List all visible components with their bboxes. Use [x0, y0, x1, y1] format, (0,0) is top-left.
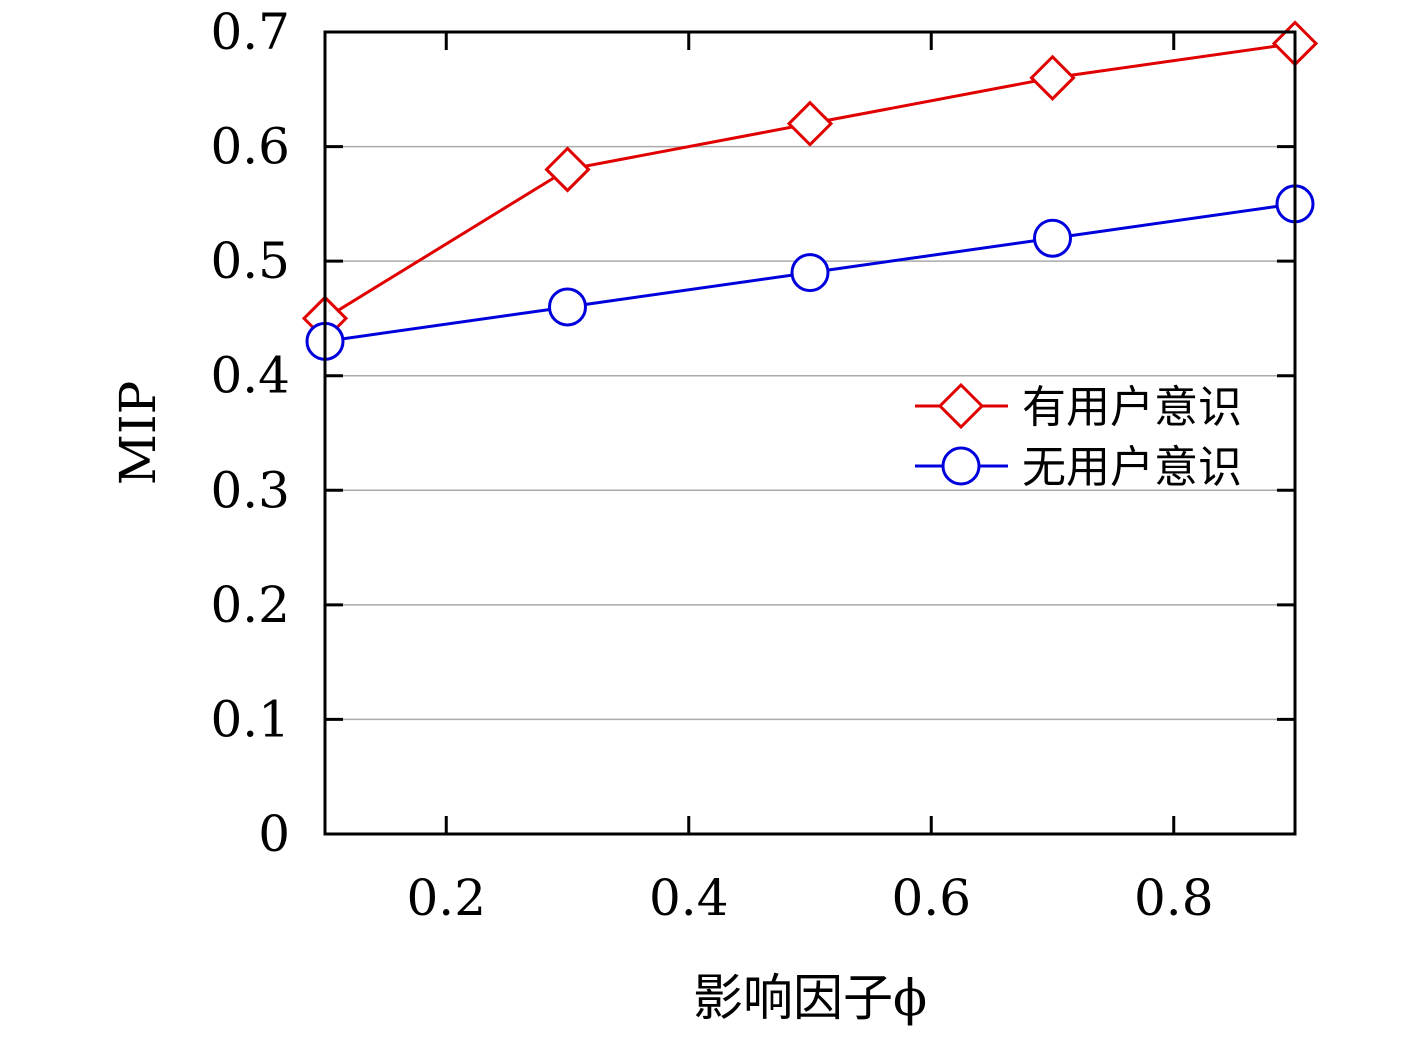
y-tick-label: 0.5 — [210, 232, 290, 290]
legend-entry-2: 无用户意识 — [915, 442, 1242, 493]
series-2 — [305, 184, 1315, 361]
y-tick-label: 0.7 — [210, 3, 290, 61]
plot-frame — [323, 30, 1297, 836]
data-point — [790, 253, 830, 293]
data-point — [544, 146, 591, 193]
legend-label: 无用户意识 — [1022, 442, 1242, 493]
y-axis-title: MIP — [109, 381, 167, 486]
legend-entry-1: 有用户意识 — [915, 382, 1242, 433]
data-point — [1029, 54, 1076, 101]
x-tick-label: 0.8 — [1134, 869, 1214, 927]
y-tick-label: 0.3 — [210, 461, 290, 519]
axis-ticks — [325, 30, 1295, 836]
x-tick-label: 0.6 — [891, 869, 971, 927]
legend-label: 有用户意识 — [1022, 382, 1242, 433]
legend-marker — [937, 382, 985, 430]
y-tick-label: 0.6 — [210, 118, 290, 176]
data-point — [786, 100, 834, 147]
y-tick-label: 0.1 — [210, 690, 290, 748]
y-tick-label: 0 — [258, 805, 290, 863]
grid-lines — [325, 145, 1295, 721]
x-axis-title: 影响因子ϕ — [693, 969, 927, 1027]
x-tick-label: 0.4 — [649, 869, 729, 927]
series-layer — [301, 20, 1319, 361]
data-point — [548, 287, 587, 327]
data-point — [1033, 218, 1072, 258]
legend-marker — [941, 446, 981, 486]
x-tick-label: 0.2 — [406, 869, 486, 927]
y-tick-label: 0.2 — [210, 576, 290, 634]
y-tick-label: 0.4 — [210, 347, 290, 405]
tick-labels: 0 0.1 0.2 0.3 0.4 0.5 0.6 0.7 0.2 0.4 0.6 0.8 — [210, 3, 1213, 927]
